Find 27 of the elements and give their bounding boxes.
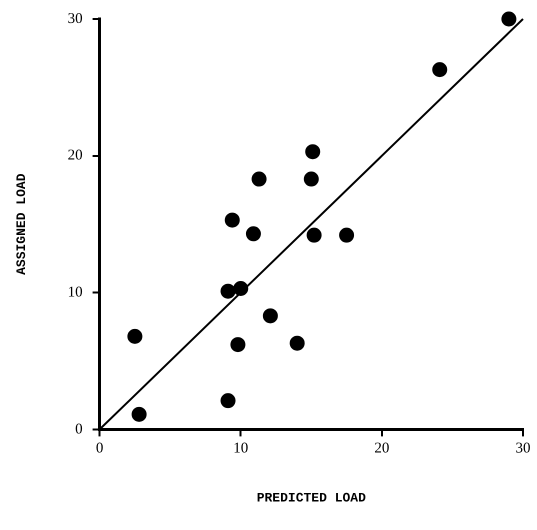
y-tick-label: 0 (75, 421, 83, 438)
point (132, 406, 147, 422)
y-tick-label: 30 (68, 10, 83, 27)
point (233, 280, 248, 296)
x-tick-label: 20 (374, 440, 390, 456)
x-tick-label: 0 (96, 440, 104, 456)
y-axis-title: ASSIGNED LOAD (14, 173, 30, 275)
y-tick-label: 10 (68, 284, 83, 301)
point (220, 393, 236, 408)
point (127, 328, 142, 344)
y-tick-label: 20 (68, 148, 83, 164)
point (501, 12, 516, 26)
point (306, 228, 322, 243)
x-tick-label: 30 (516, 440, 530, 456)
point (220, 284, 236, 299)
point (304, 172, 319, 187)
point (246, 226, 261, 242)
point (230, 337, 246, 352)
point (305, 144, 320, 160)
point (262, 308, 278, 324)
x-axis-title: PREDICTED LOAD (256, 490, 366, 506)
point (224, 212, 240, 228)
point (432, 62, 448, 78)
point (252, 172, 267, 187)
point (290, 336, 305, 351)
point (339, 228, 354, 243)
x-tick-label: 10 (233, 440, 248, 456)
